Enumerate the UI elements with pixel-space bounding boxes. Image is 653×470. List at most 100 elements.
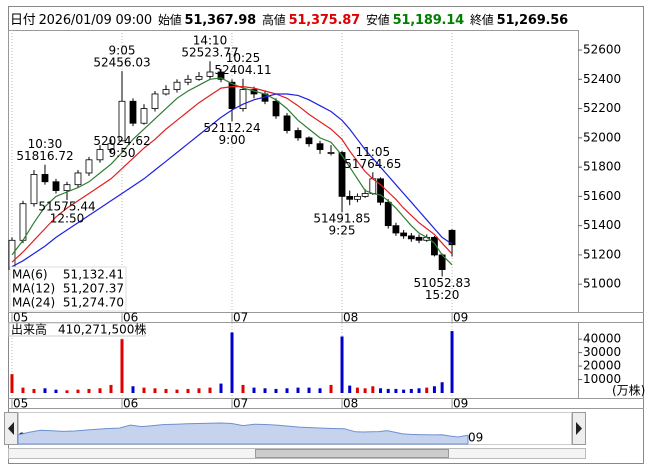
y-tick-label: 51000 — [583, 277, 621, 291]
candle-body — [96, 149, 104, 161]
legend-value: 51,274.70 — [63, 296, 124, 310]
candle-body — [384, 201, 392, 227]
annotation-value: 52404.11 — [214, 63, 271, 77]
candle-body — [272, 100, 280, 117]
candle-body — [305, 137, 313, 145]
volume-bar — [379, 388, 383, 393]
x-tick-label: 09 — [453, 397, 468, 411]
annotation-time: 11:05 — [356, 145, 391, 159]
y-tick-label: 52200 — [583, 101, 621, 115]
candle-body — [173, 81, 181, 90]
candle-body — [151, 93, 159, 109]
candle-body — [206, 71, 214, 77]
candle-body — [327, 152, 335, 154]
volume-bar — [54, 389, 58, 393]
volume-bar — [394, 388, 398, 393]
annotation-value: 52523.77 — [181, 46, 238, 60]
annotation-value: 52112.24 — [203, 121, 260, 135]
y-tick-label: 51400 — [583, 218, 621, 232]
volume-bar — [65, 390, 69, 393]
volume-bar — [241, 384, 245, 393]
volume-bar — [21, 387, 25, 393]
annotation-time: 10:30 — [28, 137, 63, 151]
navigator-tick-label: 09 — [468, 431, 483, 445]
volume-bar — [131, 386, 135, 393]
y-tick-label: 20000 — [583, 359, 621, 373]
annotation-value: 51052.83 — [414, 276, 471, 290]
ma-line — [11, 93, 453, 268]
volume-bar — [186, 388, 190, 393]
volume-bar — [219, 383, 223, 393]
legend-name: MA(6) — [12, 268, 48, 282]
candle-body — [140, 108, 148, 124]
y-tick-label: 51200 — [583, 247, 621, 261]
date-label: 日付 — [10, 13, 36, 28]
volume-bar — [164, 388, 168, 393]
candle-body — [162, 89, 170, 95]
annotation-value: 51575.44 — [38, 199, 95, 213]
annotation-time: 9:05 — [109, 44, 136, 58]
x-tick-label: 06 — [123, 311, 138, 325]
y-tick-label: 10000 — [583, 372, 621, 386]
volume-bar — [409, 388, 413, 393]
annotation-time: 10:25 — [226, 51, 261, 65]
volume-bar — [76, 389, 80, 393]
y-tick-label: 30000 — [583, 345, 621, 359]
annotation-value: 51764.65 — [344, 157, 401, 171]
volume-bar — [274, 388, 278, 393]
y-tick-label: 52000 — [583, 130, 621, 144]
candle-body — [415, 236, 423, 241]
x-tick-label: 05 — [13, 311, 28, 325]
scrollbar-thumb[interactable] — [255, 449, 449, 458]
candle-body — [338, 152, 346, 197]
volume-bar — [432, 386, 436, 393]
candle-body — [30, 174, 38, 205]
volume-bar — [371, 386, 375, 393]
annotation-time: 12:50 — [50, 211, 85, 225]
volume-title: 出来高 — [11, 323, 47, 337]
legend-value: 51,132.41 — [63, 268, 124, 282]
annotation-time: 15:20 — [425, 288, 460, 302]
candle-body — [346, 195, 354, 200]
outer-frame — [8, 6, 644, 464]
volume-bar — [98, 388, 102, 393]
legend-box — [8, 322, 146, 337]
candle-body — [392, 225, 400, 234]
legend-box — [9, 266, 127, 312]
arrow-icon — [8, 422, 14, 435]
header: 日付 2026/01/09 09:00 始値 51,367.98 高値 51,375.87… — [10, 9, 574, 28]
candle-body — [129, 100, 137, 124]
volume-bar — [32, 388, 36, 393]
candle-body — [195, 75, 203, 80]
header-value: 51,367.98 — [184, 13, 257, 28]
candle-body — [41, 174, 49, 183]
candle-body — [361, 193, 369, 197]
x-tick-label: 08 — [343, 311, 358, 325]
candle-body — [316, 143, 324, 150]
y-tick-label: 51800 — [583, 160, 621, 174]
volume-bar — [175, 389, 179, 393]
header-value: 51,269.56 — [496, 13, 569, 28]
candle-body — [294, 130, 302, 139]
volume-bar — [417, 388, 421, 393]
candle-body — [217, 71, 225, 80]
y-tick-label: 51600 — [583, 189, 621, 203]
volume-bar — [197, 388, 201, 393]
volume-bar — [355, 387, 359, 393]
candle-body — [118, 100, 126, 142]
volume-bar — [386, 388, 390, 393]
candle-body — [228, 81, 236, 109]
header-value: 51,189.14 — [392, 13, 465, 28]
header-label: 終値 — [469, 13, 494, 27]
volume-bar — [87, 388, 91, 393]
y-tick-label: 52600 — [583, 43, 621, 57]
x-tick-label: 09 — [453, 311, 468, 325]
annotation-value: 52456.03 — [93, 56, 150, 70]
candle-body — [107, 143, 115, 150]
volume-bar — [348, 385, 352, 393]
annotation-time: 14:10 — [193, 34, 228, 48]
datetime: 2026/01/09 09:00 — [38, 13, 153, 28]
volume-bar — [285, 388, 289, 393]
